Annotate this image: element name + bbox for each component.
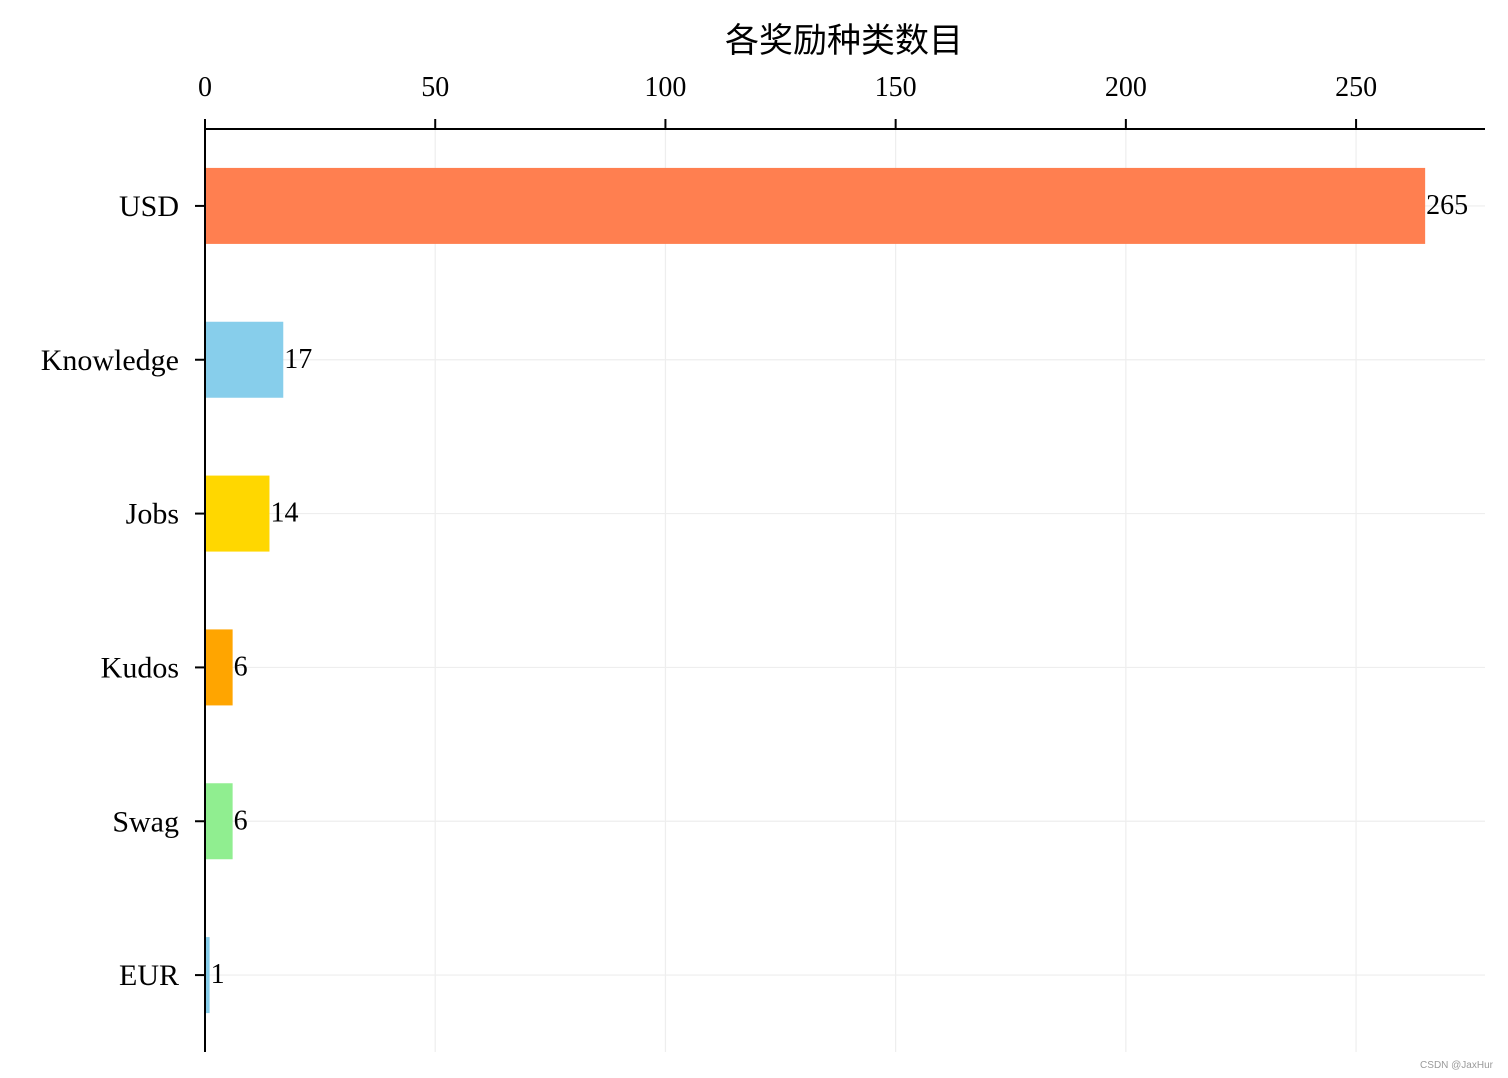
value-label-swag: 6	[234, 805, 248, 836]
category-label-eur: EUR	[119, 959, 179, 992]
bar-knowledge	[205, 321, 284, 398]
value-label-usd: 265	[1426, 190, 1468, 221]
x-tick-label: 150	[875, 72, 917, 103]
bar-eur	[205, 937, 210, 1014]
bar-usd	[205, 167, 1426, 244]
category-label-kudos: Kudos	[101, 651, 179, 684]
bar-jobs	[205, 475, 270, 552]
grid-lines	[204, 129, 1485, 1052]
axes-group: 0 50 100 150 200 250 USD Knowledge Jobs Kudos Swag…	[41, 72, 1485, 1052]
value-label-knowledge: 17	[284, 344, 312, 375]
bars-group: 265 17 14 6 6 1	[205, 167, 1468, 1014]
category-label-jobs: Jobs	[126, 498, 179, 531]
category-label-knowledge: Knowledge	[41, 344, 179, 377]
x-tick-label: 200	[1105, 72, 1147, 103]
value-label-eur: 1	[211, 959, 225, 990]
value-label-kudos: 6	[234, 651, 248, 682]
category-label-swag: Swag	[112, 805, 179, 838]
x-tick-label: 250	[1335, 72, 1377, 103]
x-tick-label: 0	[198, 72, 212, 103]
x-tick-label: 50	[421, 72, 449, 103]
bar-kudos	[205, 629, 233, 706]
bar-swag	[205, 783, 233, 860]
category-label-usd: USD	[119, 190, 179, 223]
x-tick-label: 100	[644, 72, 686, 103]
value-label-jobs: 14	[270, 498, 298, 529]
watermark-text: CSDN @JaxHur	[1420, 1060, 1494, 1071]
chart-title: 各奖励种类数目	[725, 21, 963, 61]
